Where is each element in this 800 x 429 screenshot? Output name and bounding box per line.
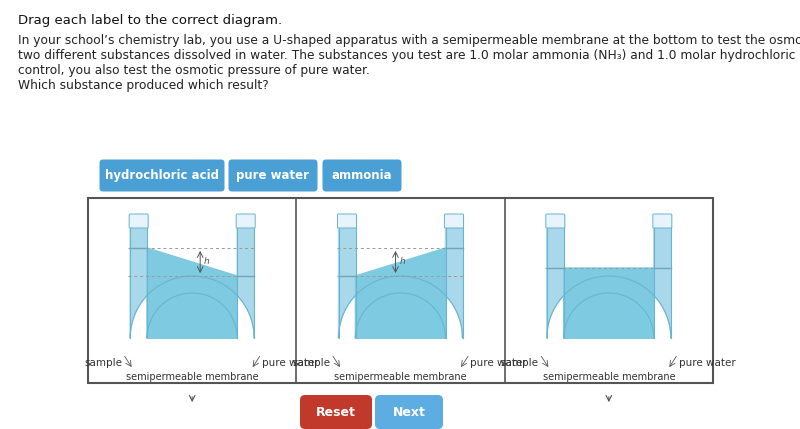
Text: sample: sample [501, 358, 539, 368]
Text: In your school’s chemistry lab, you use a U-shaped apparatus with a semipermeabl: In your school’s chemistry lab, you use … [18, 34, 800, 47]
Text: semipermeable membrane: semipermeable membrane [542, 372, 675, 382]
Text: Drag each label to the correct diagram.: Drag each label to the correct diagram. [18, 14, 282, 27]
FancyBboxPatch shape [300, 395, 372, 429]
Text: pure water: pure water [262, 358, 319, 368]
Text: semipermeable membrane: semipermeable membrane [126, 372, 258, 382]
FancyBboxPatch shape [445, 214, 463, 228]
Polygon shape [338, 215, 462, 338]
Polygon shape [130, 215, 254, 338]
Text: h: h [399, 257, 406, 266]
FancyBboxPatch shape [375, 395, 443, 429]
Text: Next: Next [393, 405, 426, 419]
Text: sample: sample [293, 358, 330, 368]
Text: Reset: Reset [316, 405, 356, 419]
Text: Which substance produced which result?: Which substance produced which result? [18, 79, 269, 92]
Text: hydrochloric acid: hydrochloric acid [105, 169, 219, 182]
FancyBboxPatch shape [546, 214, 565, 228]
FancyBboxPatch shape [99, 160, 225, 191]
Text: sample: sample [84, 358, 122, 368]
Text: ammonia: ammonia [332, 169, 392, 182]
Text: semipermeable membrane: semipermeable membrane [334, 372, 467, 382]
FancyBboxPatch shape [653, 214, 672, 228]
Polygon shape [147, 248, 237, 338]
Text: h: h [204, 257, 210, 266]
Bar [88, 198, 713, 383]
FancyBboxPatch shape [322, 160, 402, 191]
Text: pure water: pure water [470, 358, 527, 368]
Text: pure water: pure water [679, 358, 735, 368]
FancyBboxPatch shape [236, 214, 255, 228]
Polygon shape [547, 215, 671, 338]
FancyBboxPatch shape [229, 160, 318, 191]
Text: two different substances dissolved in water. The substances you test are 1.0 mol: two different substances dissolved in wa… [18, 49, 800, 62]
FancyBboxPatch shape [338, 214, 357, 228]
Text: control, you also test the osmotic pressure of pure water.: control, you also test the osmotic press… [18, 64, 370, 77]
Polygon shape [564, 268, 654, 338]
FancyBboxPatch shape [129, 214, 148, 228]
Polygon shape [355, 248, 446, 338]
Text: pure water: pure water [237, 169, 310, 182]
